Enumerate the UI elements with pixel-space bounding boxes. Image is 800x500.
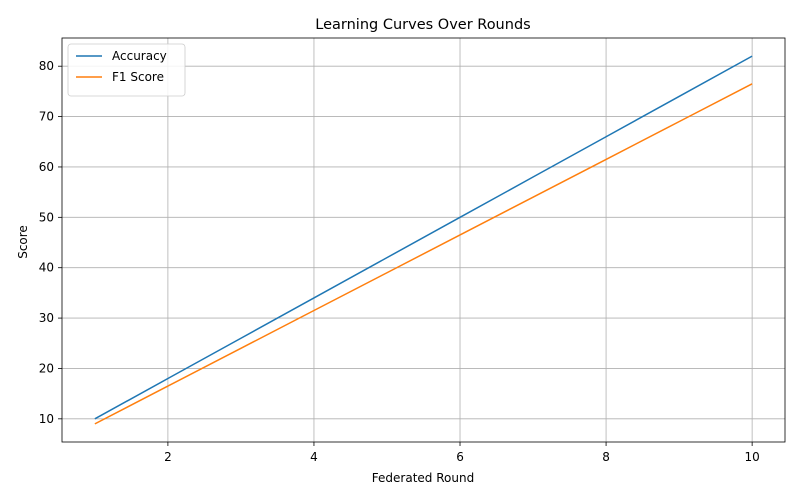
plot-frame [61,37,786,443]
series-line-accuracy [94,55,753,420]
y-tick-label: 70 [39,110,54,124]
y-tick-label: 80 [39,59,54,73]
x-axis-ticks: 2 4 6 8 10 [164,442,760,464]
y-tick-label: 10 [39,412,54,426]
y-tick-label: 50 [39,210,54,224]
series-line-f1-score [94,83,753,425]
legend: Accuracy F1 Score [67,43,186,97]
x-tick-label: 8 [602,450,610,464]
x-tick-label: 6 [456,450,464,464]
x-tick-label: 4 [310,450,318,464]
y-tick-label: 60 [39,160,54,174]
legend-label-accuracy: Accuracy [112,49,167,63]
y-axis-ticks: 10 20 30 40 50 60 70 80 [39,59,62,426]
grid [62,38,785,442]
x-tick-label: 10 [744,450,759,464]
chart-title: Learning Curves Over Rounds [315,17,530,33]
legend-box [67,43,186,97]
y-tick-label: 30 [39,311,54,325]
legend-label-f1-score: F1 Score [112,70,164,84]
x-axis-label: Federated Round [372,471,474,485]
y-tick-label: 40 [39,261,54,275]
x-tick-label: 2 [164,450,172,464]
y-axis-label: Score [16,225,30,259]
series-layer [94,55,753,425]
y-tick-label: 20 [39,361,54,375]
